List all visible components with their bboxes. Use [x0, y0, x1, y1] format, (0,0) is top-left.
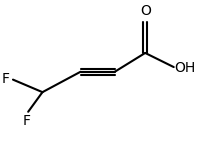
Text: O: O	[140, 4, 151, 18]
Text: F: F	[2, 72, 10, 86]
Text: OH: OH	[175, 61, 196, 75]
Text: F: F	[22, 114, 30, 128]
